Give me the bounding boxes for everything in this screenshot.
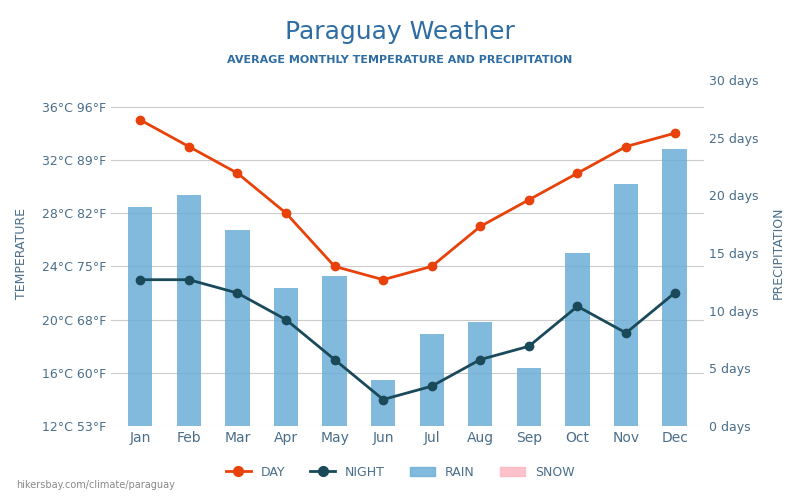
Text: AVERAGE MONTHLY TEMPERATURE AND PRECIPITATION: AVERAGE MONTHLY TEMPERATURE AND PRECIPIT… [227, 55, 573, 65]
Bar [128, 207, 153, 426]
Bar [274, 288, 298, 426]
Bar [468, 322, 493, 426]
Bar [419, 334, 444, 426]
Legend: DAY, NIGHT, RAIN, SNOW: DAY, NIGHT, RAIN, SNOW [221, 461, 579, 484]
Y-axis label: TEMPERATURE: TEMPERATURE [15, 208, 28, 298]
Bar [226, 230, 250, 426]
Bar [662, 149, 686, 426]
Text: Paraguay Weather: Paraguay Weather [285, 20, 515, 44]
Text: hikersbay.com/climate/paraguay: hikersbay.com/climate/paraguay [16, 480, 175, 490]
Bar [322, 276, 346, 426]
Bar [517, 368, 541, 426]
Bar [566, 253, 590, 426]
Y-axis label: PRECIPITATION: PRECIPITATION [772, 207, 785, 300]
Bar [177, 196, 201, 426]
Bar [614, 184, 638, 426]
Bar [371, 380, 395, 426]
